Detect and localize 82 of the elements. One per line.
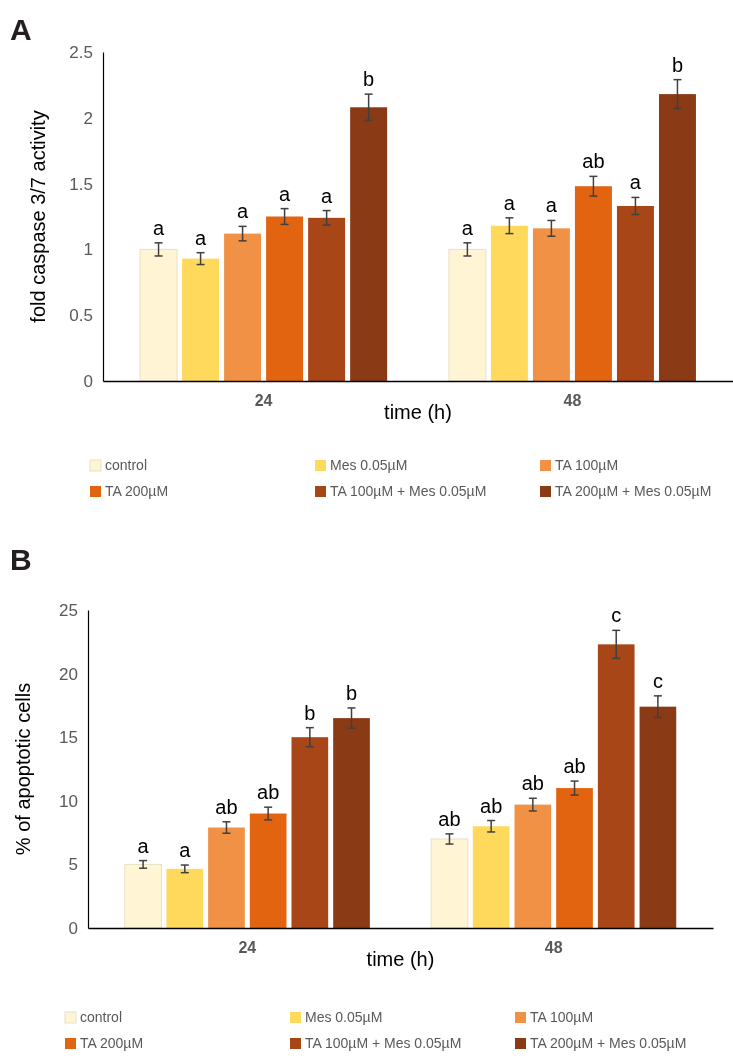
data-label: a bbox=[137, 834, 150, 857]
y-tick-label: 0 bbox=[83, 371, 93, 391]
legend-label: Mes 0.05µM bbox=[305, 1009, 383, 1025]
bar bbox=[658, 94, 696, 381]
data-label: ab bbox=[521, 772, 544, 795]
bar bbox=[308, 217, 346, 381]
legend-label: Mes 0.05µM bbox=[330, 457, 408, 473]
y-tick-label: 5 bbox=[68, 855, 78, 875]
y-tick-label: 1 bbox=[83, 240, 93, 260]
bar bbox=[448, 248, 487, 382]
legend-label: control bbox=[105, 457, 148, 473]
data-label: a bbox=[321, 184, 334, 207]
bar bbox=[574, 186, 612, 381]
x-tick-label: 48 bbox=[544, 939, 563, 957]
bar bbox=[208, 827, 245, 928]
legend-label: TA 100µM bbox=[555, 457, 619, 473]
y-tick-label: 0 bbox=[68, 918, 78, 938]
data-label: a bbox=[629, 171, 642, 194]
legend-label: TA 100µM + Mes 0.05µM bbox=[305, 1035, 462, 1051]
data-label: b bbox=[304, 701, 316, 724]
bar bbox=[472, 826, 510, 928]
bar bbox=[350, 107, 388, 381]
bar bbox=[182, 258, 220, 381]
data-label: a bbox=[237, 200, 250, 223]
data-label: a bbox=[152, 216, 165, 239]
y-tick-label: 2 bbox=[83, 108, 93, 128]
x-tick-label: 24 bbox=[238, 939, 257, 957]
bar bbox=[490, 225, 528, 381]
data-label: b bbox=[345, 681, 358, 704]
x-tick-label: 24 bbox=[254, 392, 273, 410]
data-label: a bbox=[503, 191, 516, 214]
bar bbox=[266, 216, 304, 381]
data-label: b bbox=[671, 53, 684, 76]
bar bbox=[224, 233, 262, 381]
data-label: c bbox=[611, 604, 622, 627]
data-label: ab bbox=[215, 795, 238, 818]
bar bbox=[333, 718, 370, 928]
data-label: ab bbox=[480, 794, 503, 817]
y-tick-label: 15 bbox=[59, 728, 78, 748]
y-tick-label: 25 bbox=[59, 600, 78, 620]
y-tick-label: 10 bbox=[59, 791, 78, 811]
legend-label: TA 100µM bbox=[530, 1009, 594, 1025]
data-label: c bbox=[652, 669, 663, 692]
data-label: a bbox=[195, 226, 207, 249]
data-label: a bbox=[545, 194, 558, 217]
x-axis-title: time (h) bbox=[366, 948, 435, 970]
x-axis-title: time (h) bbox=[384, 401, 452, 423]
legend-label: TA 200µM bbox=[105, 483, 169, 499]
bar bbox=[616, 205, 654, 381]
data-label: ab bbox=[257, 781, 280, 804]
legend-label: TA 100µM + Mes 0.05µM bbox=[330, 483, 487, 499]
bar bbox=[597, 644, 635, 928]
legend-label: TA 200µM + Mes 0.05µM bbox=[530, 1035, 687, 1051]
y-tick-label: 0.5 bbox=[69, 306, 93, 326]
bar bbox=[124, 863, 162, 929]
chart-title: A bbox=[10, 13, 32, 46]
data-label: a bbox=[279, 182, 292, 205]
y-axis-title: % of apoptotic cells bbox=[12, 682, 34, 856]
x-tick-label: 48 bbox=[563, 392, 582, 410]
bar bbox=[166, 868, 204, 928]
bar bbox=[139, 248, 178, 382]
y-axis-title: fold caspase 3/7 activity bbox=[27, 110, 49, 323]
data-label: b bbox=[363, 68, 375, 91]
bar bbox=[532, 228, 570, 381]
legend-label: control bbox=[80, 1009, 123, 1025]
data-label: ab bbox=[582, 150, 605, 173]
bar bbox=[556, 788, 593, 928]
bar bbox=[514, 804, 552, 928]
y-tick-label: 20 bbox=[59, 664, 78, 684]
legend-label: TA 200µM bbox=[80, 1035, 144, 1051]
data-label: a bbox=[461, 216, 474, 239]
chart-title: B bbox=[10, 543, 32, 576]
bar bbox=[430, 838, 469, 929]
y-tick-label: 2.5 bbox=[69, 42, 93, 62]
y-tick-label: 1.5 bbox=[69, 174, 93, 194]
data-label: a bbox=[179, 839, 192, 862]
bar bbox=[291, 737, 329, 928]
bar bbox=[249, 813, 287, 928]
data-label: ab bbox=[438, 807, 461, 830]
bar bbox=[639, 706, 677, 928]
legend-label: TA 200µM + Mes 0.05µM bbox=[555, 483, 712, 499]
data-label: ab bbox=[563, 755, 586, 778]
